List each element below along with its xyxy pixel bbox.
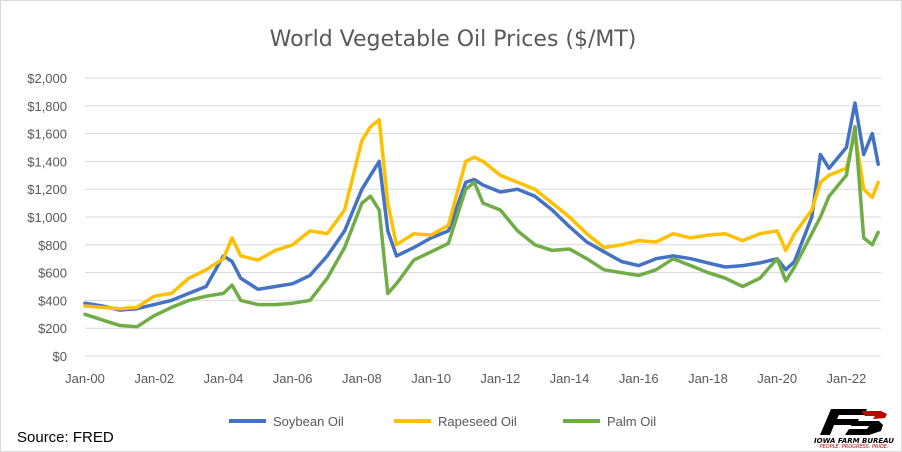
y-tick-label: $1,800 [27, 99, 67, 114]
logo-tagline: PEOPLE. PROGRESS. PRIDE. [819, 444, 889, 450]
x-tick-label: Jan-10 [411, 371, 451, 386]
x-tick-label: Jan-18 [688, 371, 728, 386]
legend-label: Rapeseed Oil [438, 414, 517, 429]
x-tick-label: Jan-06 [273, 371, 313, 386]
x-tick-label: Jan-08 [342, 371, 382, 386]
logo-wordmark: IOWA FARM BUREAU [814, 437, 894, 445]
y-tick-label: $600 [38, 266, 67, 281]
y-tick-label: $200 [38, 321, 67, 336]
x-tick-label: Jan-04 [204, 371, 244, 386]
y-tick-label: $1,200 [27, 182, 67, 197]
x-tick-label: Jan-20 [757, 371, 797, 386]
legend: Soybean Oil Rapeseed Oil Palm Oil [229, 414, 656, 429]
series-lines [83, 101, 880, 329]
series-line-rapeseed-oil [83, 117, 880, 311]
legend-label: Palm Oil [607, 414, 656, 429]
series-line-soybean-oil [83, 101, 880, 312]
x-tick-label: Jan-12 [480, 371, 520, 386]
x-tick-label: Jan-14 [550, 371, 590, 386]
y-axis-ticks: $0 $200 $400 $600 $800 $1,000 $1,200 $1,400 $1,6… [27, 71, 67, 364]
source-note: Source: FRED [17, 429, 114, 446]
x-tick-label: Jan-00 [65, 371, 105, 386]
gridlines [85, 77, 881, 357]
chart-title: World Vegetable Oil Prices ($/MT) [270, 27, 637, 52]
y-tick-label: $400 [38, 293, 67, 308]
series-line-palm-oil [83, 124, 880, 329]
x-tick-label: Jan-16 [619, 371, 659, 386]
y-tick-label: $1,000 [27, 210, 67, 225]
y-tick-label: $0 [53, 349, 67, 364]
x-tick-label: Jan-22 [827, 371, 867, 386]
y-tick-label: $2,000 [27, 71, 67, 86]
fb-logo-icon [820, 409, 887, 435]
legend-label: Soybean Oil [273, 414, 344, 429]
y-tick-label: $1,400 [27, 154, 67, 169]
y-tick-label: $1,600 [27, 127, 67, 142]
farm-bureau-logo: IOWA FARM BUREAU PEOPLE. PROGRESS. PRIDE… [809, 407, 899, 451]
x-axis-ticks: Jan-00 Jan-02 Jan-04 Jan-06 Jan-08 Jan-10 Jan-… [65, 371, 866, 386]
y-tick-label: $800 [38, 238, 67, 253]
x-tick-label: Jan-02 [134, 371, 174, 386]
